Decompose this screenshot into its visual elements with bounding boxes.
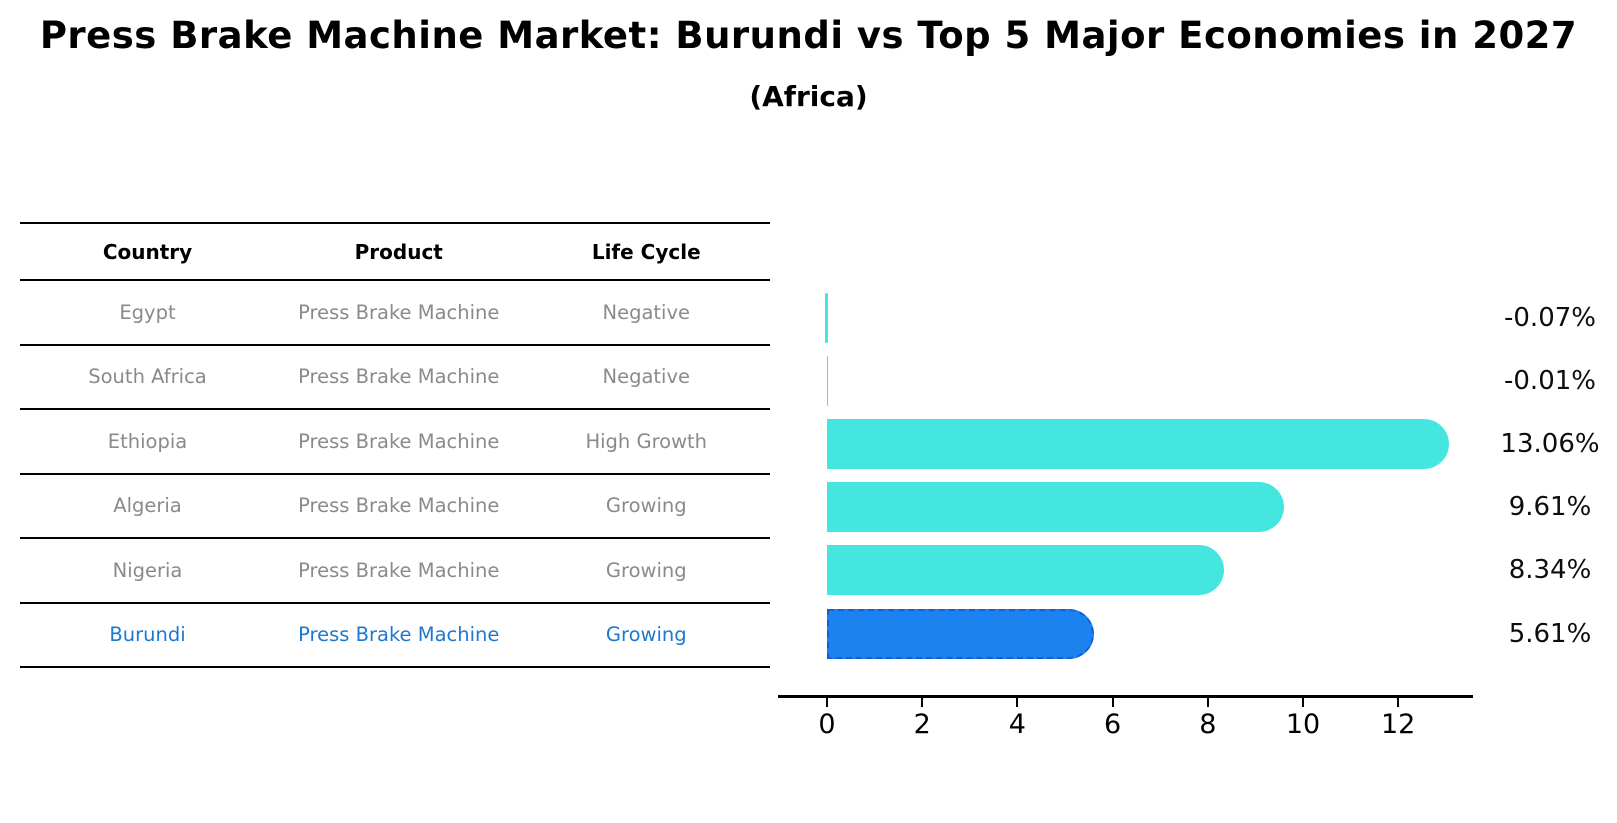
bar-ethiopia — [827, 419, 1449, 470]
table-row: Egypt Press Brake Machine Negative — [20, 281, 770, 346]
cell-product: Press Brake Machine — [298, 429, 500, 453]
x-axis-tick — [826, 697, 828, 707]
table-header-row: Country Product Life Cycle — [20, 224, 770, 281]
column-header-product: Product — [354, 239, 443, 264]
cell-life-cycle: Growing — [605, 623, 687, 647]
x-axis-tick-label: 6 — [1104, 709, 1122, 740]
x-axis-tick — [1206, 697, 1209, 707]
cell-product: Press Brake Machine — [298, 365, 500, 389]
cell-life-cycle: Negative — [602, 365, 690, 389]
bar-value-label: -0.07% — [1504, 303, 1596, 333]
bar-value-label: 8.34% — [1508, 555, 1592, 586]
cell-product: Press Brake Machine — [298, 623, 500, 647]
x-axis-line — [778, 695, 1473, 698]
x-axis-tick-label: 8 — [1199, 709, 1217, 740]
x-axis-tick — [1397, 697, 1400, 707]
bar-burundi — [827, 608, 1095, 659]
x-axis-tick — [921, 697, 924, 707]
bar-algeria — [827, 482, 1285, 533]
x-axis-tick-label: 10 — [1285, 709, 1321, 740]
cell-product: Press Brake Machine — [298, 558, 500, 582]
table-body: Egypt Press Brake Machine Negative South Af… — [20, 281, 770, 668]
cell-country: Nigeria — [112, 558, 183, 582]
cell-life-cycle: High Growth — [585, 429, 708, 453]
x-axis-tick-label: 2 — [913, 709, 931, 740]
cell-country: Algeria — [113, 494, 182, 518]
column-header-life-cycle: Life Cycle — [591, 239, 701, 264]
cell-country: Ethiopia — [107, 429, 188, 453]
cell-country: South Africa — [88, 365, 207, 389]
bar-value-label: 13.06% — [1500, 429, 1600, 460]
column-header-country: Country — [102, 239, 193, 264]
bar-value-label: 9.61% — [1508, 492, 1592, 523]
cell-country: Burundi — [109, 623, 186, 647]
x-axis-tick — [1111, 697, 1114, 707]
x-axis-tick — [1016, 697, 1019, 707]
cell-product: Press Brake Machine — [298, 300, 500, 324]
x-axis-tick — [1302, 697, 1304, 707]
table-row: Ethiopia Press Brake Machine High Growth — [20, 410, 770, 475]
cell-life-cycle: Growing — [605, 558, 687, 582]
chart-title: Press Brake Machine Market: Burundi vs T… — [39, 14, 1578, 57]
cell-country: Egypt — [119, 300, 176, 324]
table-row: Nigeria Press Brake Machine Growing — [20, 539, 770, 604]
bar-value-label: 5.61% — [1508, 618, 1592, 649]
cell-life-cycle: Negative — [602, 300, 690, 324]
bar-egypt — [824, 293, 828, 343]
bar-value-label: -0.01% — [1504, 366, 1596, 397]
table-row: Burundi Press Brake Machine Growing — [20, 604, 770, 668]
bar-south-africa — [827, 356, 828, 407]
table-row: Algeria Press Brake Machine Growing — [20, 475, 770, 539]
table-row: South Africa Press Brake Machine Negative — [20, 346, 770, 410]
cell-life-cycle: Growing — [605, 494, 687, 518]
country-table: Country Product Life Cycle Egypt Press Br… — [20, 222, 770, 668]
x-axis-tick-label: 4 — [1008, 709, 1026, 740]
bar-nigeria — [827, 545, 1224, 596]
chart-subtitle: (Africa) — [749, 80, 868, 113]
cell-product: Press Brake Machine — [298, 494, 500, 518]
x-axis-tick-label: 0 — [818, 709, 836, 740]
x-axis-tick-label: 12 — [1381, 709, 1416, 740]
